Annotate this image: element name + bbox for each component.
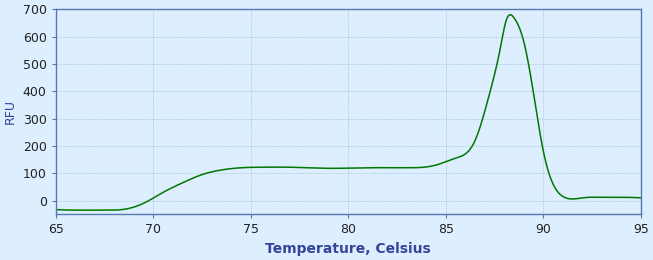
Y-axis label: RFU: RFU bbox=[4, 99, 17, 124]
X-axis label: Temperature, Celsius: Temperature, Celsius bbox=[266, 242, 431, 256]
